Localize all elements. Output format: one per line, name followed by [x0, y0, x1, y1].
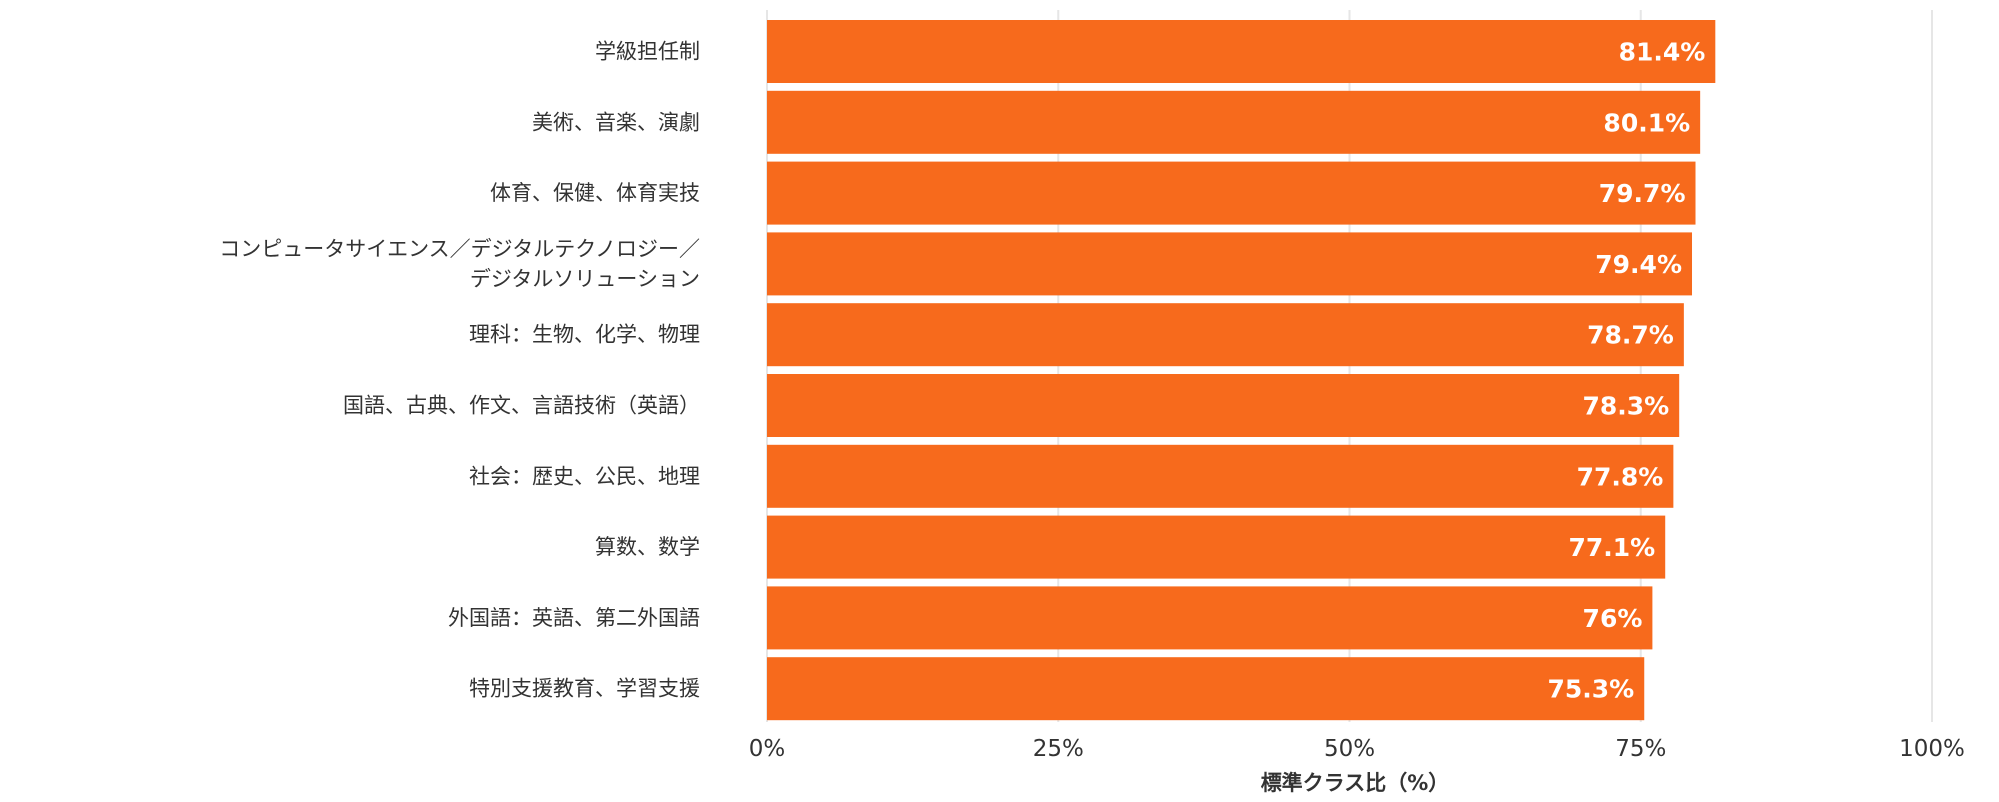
value-labels: 81.4% 80.1% 79.7% 79.4% 78.7% 78.3% 77.8% 77.1%… — [1548, 38, 1706, 704]
category-label: 国語、古典、作文、言語技術（英語） — [343, 394, 700, 418]
category-label: 社会：歴史、公民、地理 — [469, 464, 700, 488]
bar-value-label: 80.1% — [1603, 108, 1690, 137]
category-label-line: 特別支援教育、学習支援 — [469, 677, 700, 701]
category-label-line: 国語、古典、作文、言語技術（英語） — [343, 394, 700, 418]
x-tick-label: 50% — [1324, 736, 1375, 762]
bar-value-label: 78.3% — [1582, 392, 1669, 421]
bar — [767, 303, 1684, 367]
bar-value-label: 79.4% — [1595, 250, 1682, 279]
bar-value-label: 76% — [1583, 604, 1643, 633]
category-label: 算数、数学 — [595, 535, 700, 559]
category-label-line: 美術、音楽、演劇 — [532, 110, 700, 134]
category-label: コンピュータサイエンス／デジタルテクノロジー／ デジタルソリューション — [219, 237, 700, 291]
bar — [767, 232, 1693, 296]
x-axis-ticks: 0% 25% 50% 75% 100% — [749, 736, 1965, 762]
x-tick-label: 0% — [749, 736, 786, 762]
bar — [767, 90, 1701, 154]
category-label-line: デジタルソリューション — [470, 267, 700, 291]
bar-value-label: 78.7% — [1587, 321, 1674, 350]
category-label: 美術、音楽、演劇 — [532, 110, 700, 134]
bar — [767, 374, 1680, 437]
x-tick-label: 75% — [1615, 736, 1666, 762]
x-axis-title: 標準クラス比（%） — [1261, 771, 1450, 795]
category-label-line: 体育、保健、体育実技 — [490, 181, 700, 205]
bar-value-label: 81.4% — [1619, 38, 1706, 67]
bar — [767, 444, 1674, 508]
category-label-line: コンピュータサイエンス／デジタルテクノロジー／ — [219, 237, 700, 261]
bar-value-label: 79.7% — [1599, 179, 1686, 208]
bar — [767, 657, 1645, 721]
category-label: 体育、保健、体育実技 — [490, 181, 700, 205]
category-label-line: 算数、数学 — [595, 535, 700, 559]
bars-group — [767, 20, 1716, 721]
bar-value-label: 77.8% — [1577, 462, 1664, 491]
bar — [767, 161, 1696, 225]
bar — [767, 515, 1666, 579]
bar-value-label: 75.3% — [1548, 675, 1635, 704]
category-label: 理科：生物、化学、物理 — [469, 323, 700, 347]
x-tick-label: 100% — [1899, 736, 1965, 762]
bar — [767, 586, 1653, 650]
category-label-line: 理科：生物、化学、物理 — [469, 323, 700, 347]
category-label: 外国語：英語、第二外国語 — [448, 606, 700, 630]
category-label-line: 社会：歴史、公民、地理 — [469, 464, 700, 488]
category-label-line: 学級担任制 — [595, 40, 700, 64]
bar — [767, 20, 1716, 83]
category-label: 学級担任制 — [595, 40, 700, 64]
x-tick-label: 25% — [1033, 736, 1084, 762]
category-labels: 学級担任制美術、音楽、演劇体育、保健、体育実技コンピュータサイエンス／デジタルテ… — [219, 40, 700, 701]
category-label-line: 外国語：英語、第二外国語 — [448, 606, 700, 630]
category-label: 特別支援教育、学習支援 — [469, 677, 700, 701]
bar-value-label: 77.1% — [1568, 533, 1655, 562]
